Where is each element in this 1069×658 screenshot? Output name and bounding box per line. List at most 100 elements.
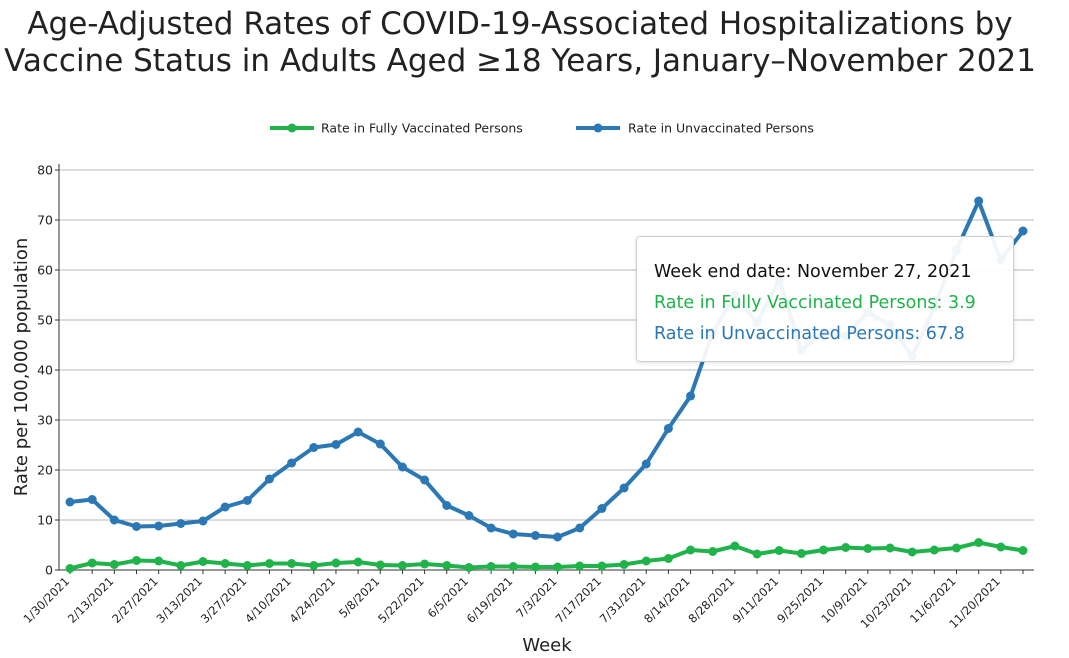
data-point-vaccinated: [752, 549, 762, 559]
data-point-vaccinated: [87, 558, 97, 568]
data-point-vaccinated: [730, 541, 740, 551]
tooltip-vaccinated-rate: Rate in Fully Vaccinated Persons: 3.9: [654, 293, 976, 313]
x-tick-label: 8/14/2021: [641, 574, 693, 626]
data-point-vaccinated: [242, 561, 252, 570]
data-point-unvaccinated: [974, 196, 984, 206]
y-tick-label: 50: [37, 313, 53, 328]
chart-title-line-2: Vaccine Status in Adults Aged ≥18 Years,…: [4, 43, 1036, 79]
data-point-vaccinated: [353, 557, 363, 567]
data-point-unvaccinated: [530, 531, 540, 540]
data-point-vaccinated: [287, 559, 297, 568]
hover-tooltip: Week end date: November 27, 2021 Rate in…: [636, 236, 1014, 362]
data-point-vaccinated: [885, 543, 895, 553]
tooltip-week-end-date: Week end date: November 27, 2021: [654, 262, 972, 282]
data-point-unvaccinated: [131, 522, 141, 531]
x-tick-label: 9/11/2021: [730, 574, 782, 626]
chart-title: Age-Adjusted Rates of COVID-19-Associate…: [0, 6, 1040, 80]
data-point-unvaccinated: [508, 529, 518, 539]
x-axis-label: Week: [522, 635, 572, 656]
y-tick-label: 10: [37, 513, 53, 528]
tooltip-unvaccinated-rate: Rate in Unvaccinated Persons: 67.8: [654, 324, 965, 344]
data-point-vaccinated: [974, 538, 984, 547]
data-point-vaccinated: [619, 560, 629, 569]
data-point-unvaccinated: [176, 519, 186, 528]
data-point-unvaccinated: [420, 475, 430, 485]
y-axis-label: Rate per 100,000 population: [11, 238, 32, 497]
x-tick-label: 4/24/2021: [286, 574, 338, 626]
data-point-vaccinated: [597, 561, 607, 571]
x-tick-label: 9/25/2021: [774, 574, 826, 626]
data-point-vaccinated: [686, 545, 696, 555]
series-line-vaccinated: [68, 540, 1025, 571]
data-point-unvaccinated: [553, 532, 563, 542]
data-point-unvaccinated: [375, 439, 385, 449]
legend-label: Rate in Unvaccinated Persons: [628, 121, 814, 136]
data-point-unvaccinated: [65, 497, 75, 507]
data-point-vaccinated: [952, 543, 962, 553]
data-point-vaccinated: [575, 561, 585, 571]
data-point-vaccinated: [641, 556, 651, 566]
data-point-vaccinated: [198, 557, 208, 566]
data-point-vaccinated: [65, 564, 75, 573]
x-tick-label: 6/5/2021: [425, 574, 471, 620]
x-tick-label: 3/27/2021: [198, 574, 250, 626]
data-point-vaccinated: [331, 558, 341, 568]
y-tick-label: 40: [37, 363, 53, 378]
data-point-vaccinated: [131, 556, 141, 565]
data-point-vaccinated: [774, 546, 784, 555]
y-axis: 0 10 20 30 40 50 60 70 80: [37, 163, 60, 578]
data-point-unvaccinated: [220, 502, 230, 512]
data-point-unvaccinated: [619, 483, 629, 493]
legend-swatch-marker: [287, 123, 297, 133]
data-point-unvaccinated: [575, 523, 585, 533]
data-point-vaccinated: [863, 544, 873, 553]
data-point-vaccinated: [109, 560, 119, 569]
data-point-unvaccinated: [641, 459, 651, 469]
y-tick-label: 60: [37, 263, 53, 278]
data-point-vaccinated: [420, 559, 430, 569]
y-tick-label: 70: [37, 213, 53, 228]
data-point-vaccinated: [708, 547, 718, 556]
data-point-unvaccinated: [264, 474, 274, 484]
x-tick-label: 2/13/2021: [65, 574, 117, 626]
x-tick-label: 4/10/2021: [242, 574, 294, 626]
data-point-vaccinated: [819, 545, 829, 555]
x-tick-label: 7/3/2021: [513, 574, 559, 620]
data-point-unvaccinated: [331, 440, 341, 449]
y-tick-label: 80: [37, 163, 53, 178]
data-point-unvaccinated: [663, 424, 673, 433]
data-point-unvaccinated: [87, 495, 97, 504]
x-tick-label: 3/13/2021: [154, 574, 206, 626]
data-point-vaccinated: [264, 559, 274, 568]
legend-swatch-marker: [593, 123, 603, 133]
x-tick-label: 2/27/2021: [109, 574, 161, 626]
legend-label: Rate in Fully Vaccinated Persons: [321, 121, 523, 136]
data-point-unvaccinated: [154, 521, 164, 531]
chart-title-line-1: Age-Adjusted Rates of COVID-19-Associate…: [27, 6, 1013, 42]
data-point-unvaccinated: [442, 501, 452, 510]
x-tick-label: 6/19/2021: [464, 574, 516, 626]
gridlines: [59, 169, 1034, 571]
x-tick-label: 1/30/2021: [21, 574, 73, 626]
data-point-vaccinated: [220, 559, 230, 568]
data-point-vaccinated: [154, 556, 164, 566]
y-tick-label: 20: [37, 463, 53, 478]
legend: Rate in Fully Vaccinated Persons Rate in …: [270, 121, 814, 136]
data-point-vaccinated: [1018, 546, 1028, 555]
data-point-vaccinated: [486, 562, 496, 571]
x-tick-label: 5/22/2021: [375, 574, 427, 626]
data-point-vaccinated: [841, 543, 851, 552]
data-point-unvaccinated: [309, 443, 319, 452]
data-point-unvaccinated: [397, 462, 407, 472]
data-point-unvaccinated: [109, 515, 119, 525]
x-axis: 1/30/20212/13/20212/27/20213/13/20213/27…: [21, 570, 1024, 631]
data-point-unvaccinated: [353, 427, 363, 437]
data-point-vaccinated: [796, 549, 806, 558]
x-tick-label: 5/8/2021: [336, 574, 382, 620]
x-tick-label: 8/28/2021: [685, 574, 737, 626]
data-point-vaccinated: [442, 561, 452, 570]
data-point-vaccinated: [508, 562, 518, 571]
data-point-vaccinated: [375, 560, 385, 570]
data-point-vaccinated: [176, 561, 186, 570]
data-point-vaccinated: [309, 561, 319, 570]
